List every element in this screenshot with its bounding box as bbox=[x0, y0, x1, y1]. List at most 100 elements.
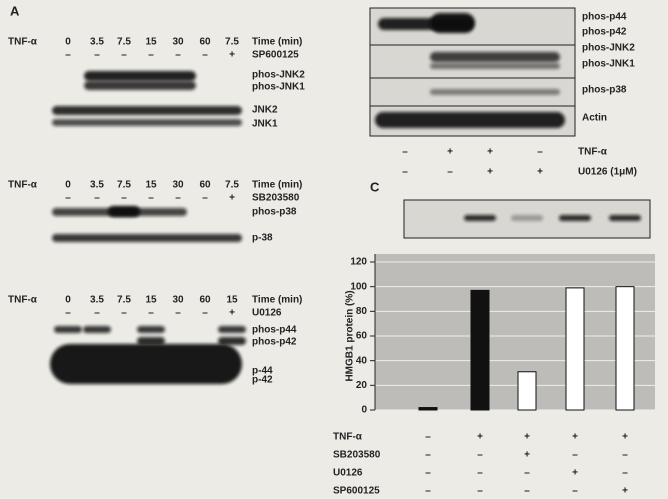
panel-label: A bbox=[10, 3, 20, 18]
sign: – bbox=[447, 167, 453, 178]
time-unit: Time (min) bbox=[252, 295, 302, 306]
row-label: U0126 bbox=[333, 468, 363, 479]
sign: – bbox=[202, 50, 208, 61]
sign: – bbox=[477, 486, 483, 497]
time-label: 30 bbox=[172, 37, 184, 48]
sign: – bbox=[402, 147, 408, 158]
sign: – bbox=[477, 468, 483, 479]
time-unit: Time (min) bbox=[252, 180, 302, 191]
band bbox=[430, 89, 560, 95]
sign: – bbox=[148, 193, 154, 204]
time-label: 7.5 bbox=[225, 37, 239, 48]
time-label: 3.5 bbox=[90, 180, 104, 191]
sign: – bbox=[148, 308, 154, 319]
sign: – bbox=[425, 468, 431, 479]
sign: – bbox=[537, 147, 543, 158]
time-label: 3.5 bbox=[90, 37, 104, 48]
sign: – bbox=[175, 193, 181, 204]
treatment-label: TNF-α bbox=[8, 37, 38, 48]
band-label: phos-p38 bbox=[252, 207, 297, 218]
sign: – bbox=[121, 193, 127, 204]
band bbox=[52, 234, 242, 242]
row-label: U0126 (1μM) bbox=[578, 167, 637, 178]
sign: – bbox=[65, 308, 71, 319]
band-label: p-42 bbox=[252, 375, 273, 386]
sign: + bbox=[524, 432, 530, 443]
sign: – bbox=[572, 450, 578, 461]
band-label: phos-JNK2 bbox=[252, 70, 305, 81]
time-label: 15 bbox=[145, 180, 157, 191]
band-label: phos-p42 bbox=[252, 337, 297, 348]
time-label: 60 bbox=[199, 37, 211, 48]
time-label: 7.5 bbox=[117, 295, 131, 306]
sign: + bbox=[524, 450, 530, 461]
time-label: 60 bbox=[199, 180, 211, 191]
band-label: phos-p38 bbox=[582, 85, 627, 96]
sign: – bbox=[477, 450, 483, 461]
sign: – bbox=[425, 432, 431, 443]
sign: – bbox=[175, 50, 181, 61]
y-tick-label: 20 bbox=[356, 380, 368, 391]
band bbox=[84, 71, 196, 81]
sign: – bbox=[572, 486, 578, 497]
sign: – bbox=[148, 50, 154, 61]
sign: – bbox=[65, 50, 71, 61]
band bbox=[218, 337, 246, 345]
inhibitor: SB203580 bbox=[252, 193, 300, 204]
time-label: 7.5 bbox=[225, 180, 239, 191]
band-label: phos-p44 bbox=[252, 325, 297, 336]
bar bbox=[518, 372, 536, 410]
time-unit: Time (min) bbox=[252, 37, 302, 48]
time-label: 30 bbox=[172, 295, 184, 306]
time-label: 7.5 bbox=[117, 37, 131, 48]
treatment-label: TNF-α bbox=[8, 180, 38, 191]
figure: A TNF-α 0 – 3.5 – 7.5 – 15 – 30 – 60 – 7.5 + Time (min) S… bbox=[0, 0, 668, 499]
band bbox=[218, 326, 246, 333]
treatment-label: TNF-α bbox=[8, 295, 38, 306]
sign: + bbox=[537, 167, 543, 178]
band-label: phos-JNK1 bbox=[252, 82, 305, 93]
band bbox=[609, 215, 641, 221]
y-tick-label: 0 bbox=[361, 405, 367, 416]
sign: – bbox=[94, 50, 100, 61]
sign: + bbox=[447, 147, 453, 158]
row-label: TNF-α bbox=[578, 147, 608, 158]
time-label: 15 bbox=[226, 295, 238, 306]
inhibitor: SP600125 bbox=[252, 50, 299, 61]
time-label: 15 bbox=[145, 37, 157, 48]
row-label: SB203580 bbox=[333, 450, 381, 461]
sign: + bbox=[229, 50, 235, 61]
inhibitor: U0126 bbox=[252, 308, 282, 319]
bar bbox=[566, 288, 584, 410]
time-label: 30 bbox=[172, 180, 184, 191]
band-label: phos-p42 bbox=[582, 27, 627, 38]
page: {"panel_a": {"label": "A", "blots": [ {"… bbox=[0, 0, 668, 499]
band-label: phos-JNK1 bbox=[582, 59, 635, 70]
band bbox=[430, 52, 560, 62]
sign: + bbox=[229, 308, 235, 319]
bar bbox=[616, 287, 634, 410]
sign: + bbox=[572, 468, 578, 479]
sign: – bbox=[622, 468, 628, 479]
sign: + bbox=[229, 193, 235, 204]
y-tick-label: 120 bbox=[350, 257, 367, 268]
band bbox=[430, 63, 560, 69]
sign: – bbox=[65, 193, 71, 204]
sign: + bbox=[487, 167, 493, 178]
sign: – bbox=[94, 193, 100, 204]
sign: – bbox=[402, 167, 408, 178]
bar bbox=[419, 408, 437, 410]
time-label: 0 bbox=[65, 37, 71, 48]
time-label: 3.5 bbox=[90, 295, 104, 306]
sign: + bbox=[572, 432, 578, 443]
sign: – bbox=[425, 450, 431, 461]
band-label: JNK1 bbox=[252, 119, 278, 130]
band-label: p-38 bbox=[252, 233, 273, 244]
time-label: 7.5 bbox=[117, 180, 131, 191]
panel-label: C bbox=[370, 179, 380, 194]
band bbox=[464, 215, 496, 221]
band bbox=[83, 326, 111, 333]
row-label: TNF-α bbox=[333, 432, 363, 443]
band-label: phos-JNK2 bbox=[582, 43, 635, 54]
band bbox=[559, 215, 591, 221]
